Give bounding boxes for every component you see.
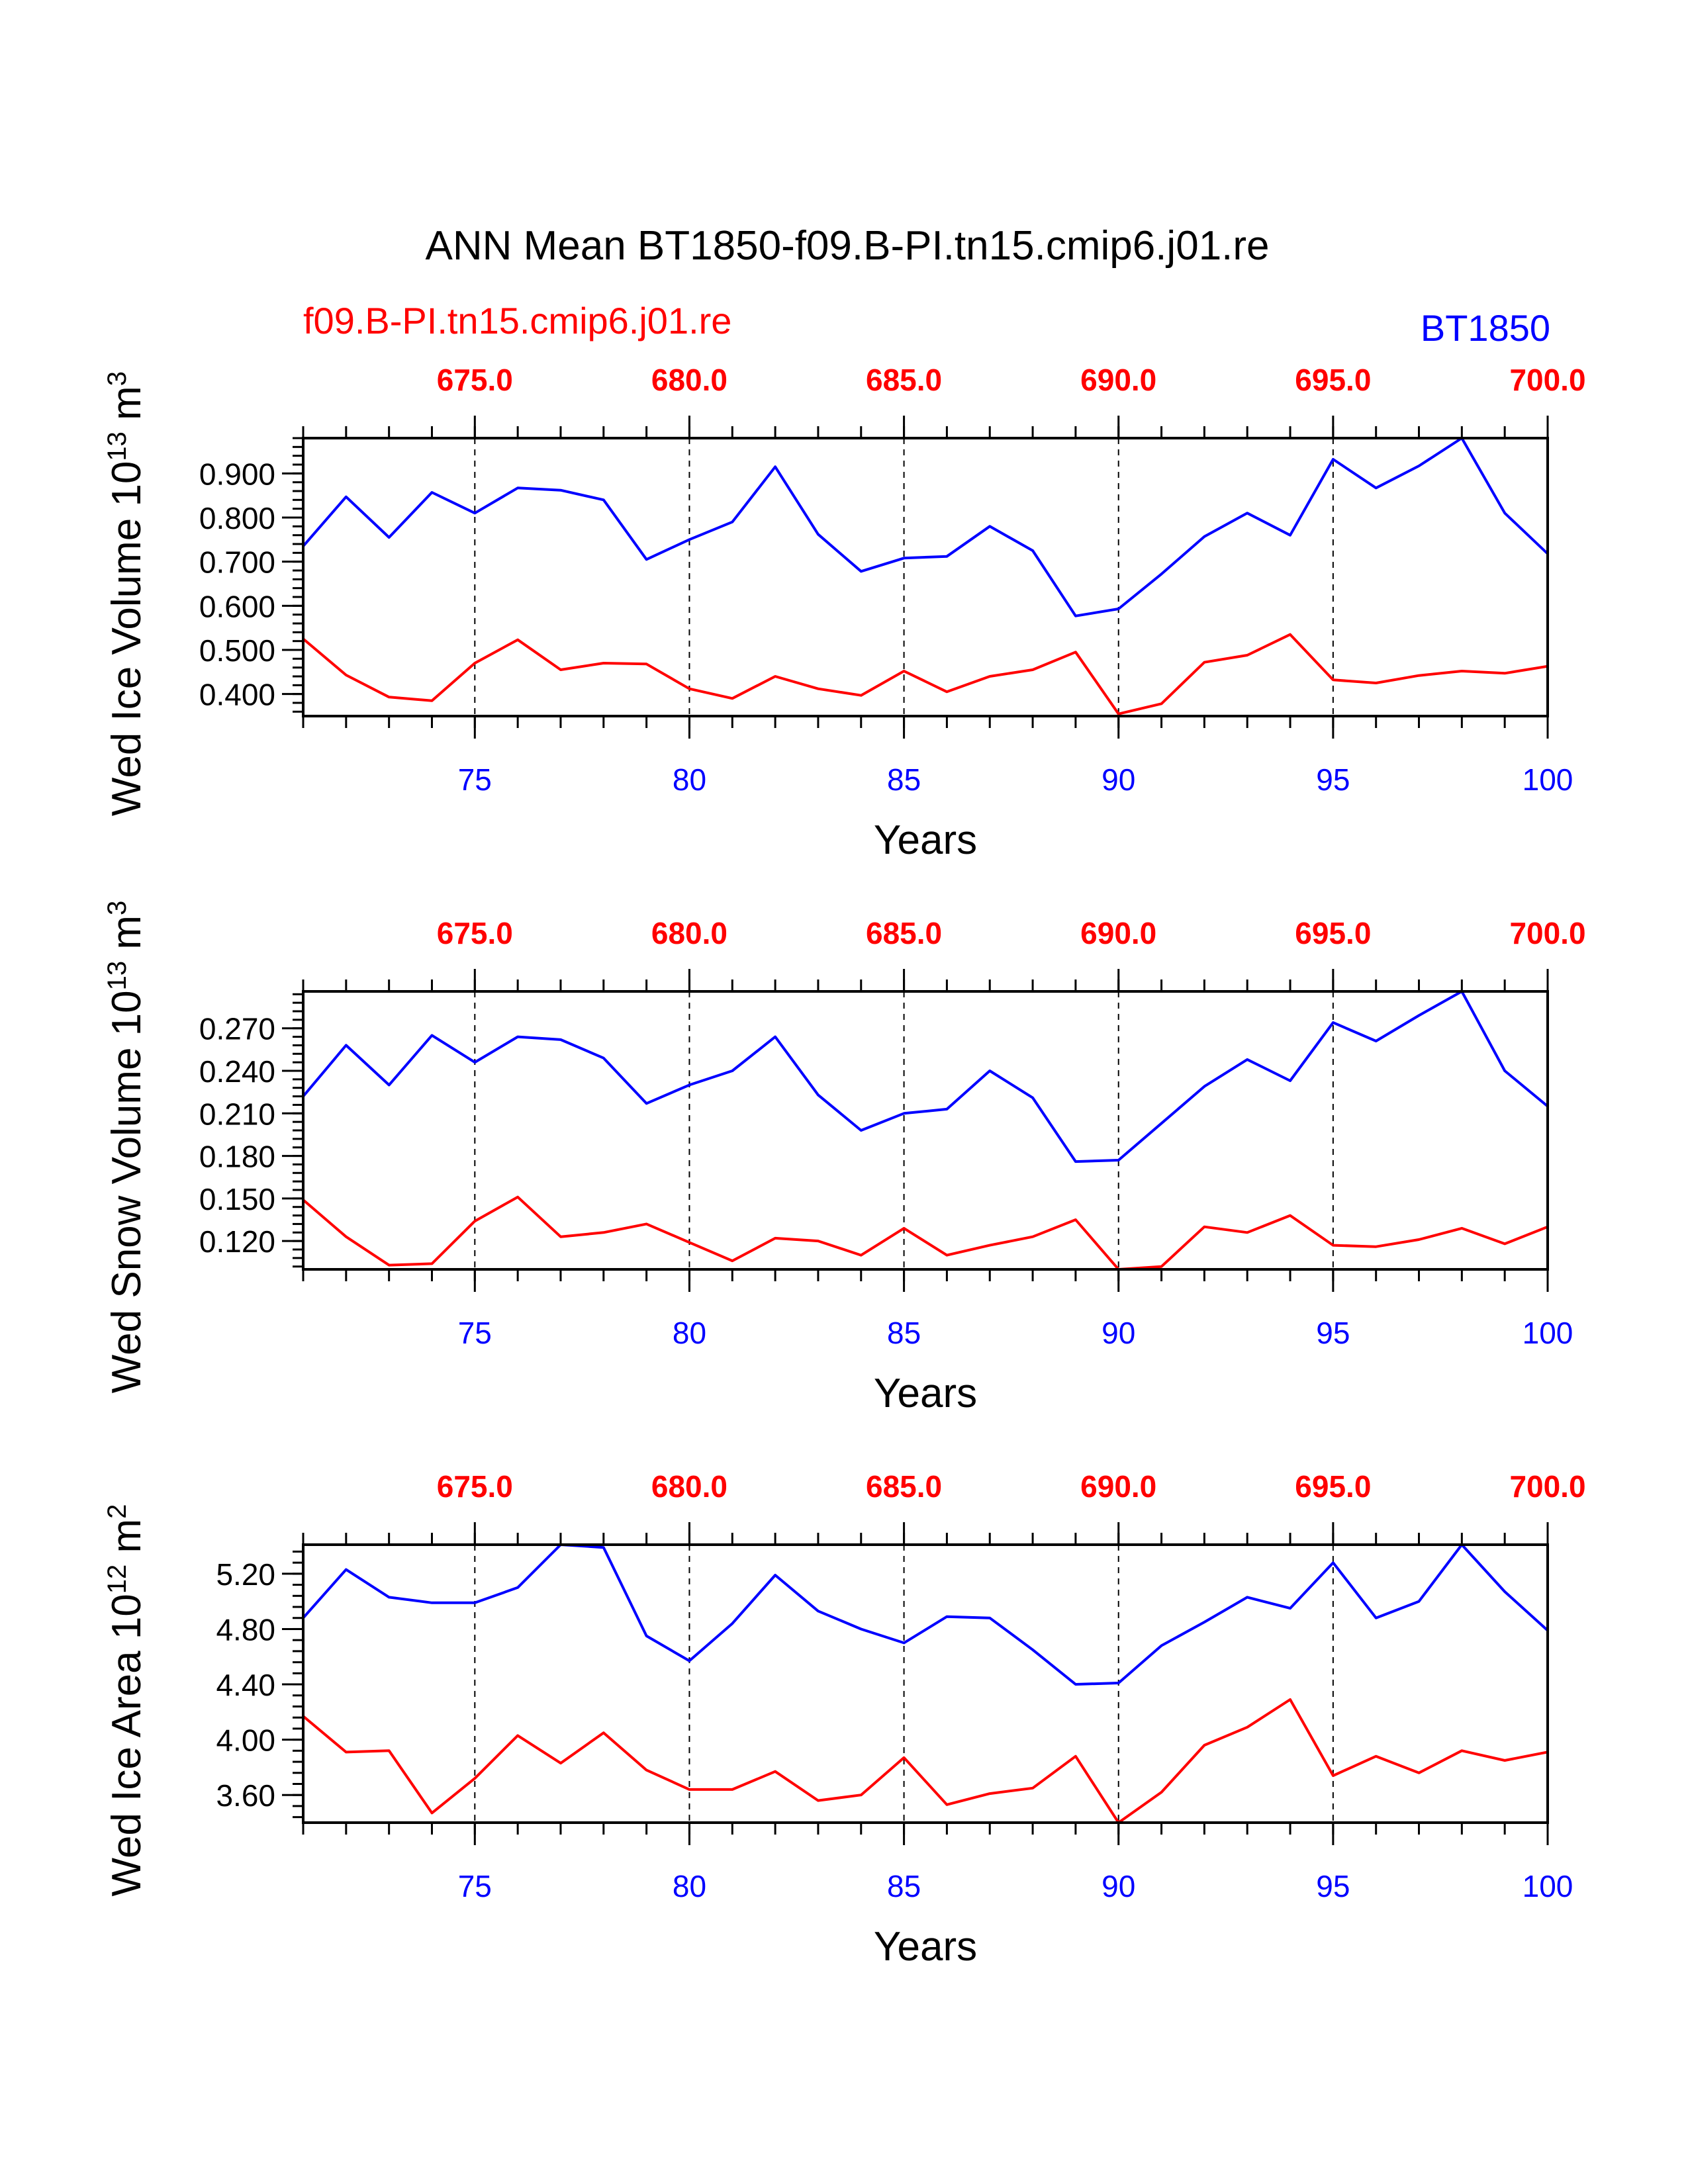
y-tick-label: 0.400 xyxy=(199,678,275,712)
x-top-tick-label: 690.0 xyxy=(1080,1469,1156,1504)
y-tick-label: 4.00 xyxy=(216,1723,275,1758)
y-axis-label-superscript: 12 xyxy=(103,1565,132,1594)
case-label-right: BT1850 xyxy=(1421,307,1550,349)
plot-frame xyxy=(302,990,1549,1271)
y-axis-label-part: m xyxy=(104,915,150,961)
y-axis-label-superscript: 13 xyxy=(103,961,132,991)
y-tick-label: 4.80 xyxy=(216,1612,275,1647)
y-axis-label-part: m xyxy=(104,1519,150,1565)
x-top-tick-label: 695.0 xyxy=(1295,916,1371,950)
y-tick-label: 0.800 xyxy=(199,501,275,535)
x-top-tick-label: 680.0 xyxy=(651,1469,727,1504)
y-tick-label: 0.180 xyxy=(199,1140,275,1174)
x-top-tick-label: 700.0 xyxy=(1509,916,1585,950)
x-top-tick-label: 685.0 xyxy=(866,363,942,397)
y-tick-label: 3.60 xyxy=(216,1778,275,1813)
series-line xyxy=(303,1195,1548,1271)
chart-panel-2: 0.120 0.150 0.180 0.210 0.240 0.270 75 80 85 90 95… xyxy=(103,901,1586,1416)
x-tick-label: 100 xyxy=(1523,1316,1573,1350)
x-tick-label: 80 xyxy=(673,1316,706,1350)
y-tick-label: 0.500 xyxy=(199,633,275,668)
x-top-tick-label: 675.0 xyxy=(437,363,513,397)
y-tick-label: 0.900 xyxy=(199,457,275,491)
y-axis-label-superscript: 3 xyxy=(103,901,132,915)
x-tick-label: 85 xyxy=(887,762,921,797)
x-tick-label: 75 xyxy=(458,1869,492,1903)
y-tick-label: 4.40 xyxy=(216,1668,275,1702)
x-tick-label: 80 xyxy=(673,1869,706,1903)
figure-title: ANN Mean BT1850-f09.B-PI.tn15.cmip6.j01.… xyxy=(425,223,1269,269)
y-tick-label: 0.120 xyxy=(199,1224,275,1259)
y-axis-label: Wed Ice Area 1012 m2 xyxy=(103,1504,150,1897)
x-tick-label: 85 xyxy=(887,1316,921,1350)
x-top-tick-label: 680.0 xyxy=(651,363,727,397)
x-tick-label: 85 xyxy=(887,1869,921,1903)
series-line xyxy=(303,437,1548,617)
x-axis-label: Years xyxy=(874,1924,977,1970)
y-axis-label-part: Wed Snow Volume 10 xyxy=(104,990,150,1393)
x-tick-label: 90 xyxy=(1102,762,1135,797)
y-tick-label: 0.150 xyxy=(199,1182,275,1216)
x-tick-label: 90 xyxy=(1102,1869,1135,1903)
y-tick-label: 0.240 xyxy=(199,1054,275,1089)
case-label-left: f09.B-PI.tn15.cmip6.j01.re xyxy=(303,300,731,341)
y-tick-label: 0.270 xyxy=(199,1012,275,1046)
y-tick-label: 5.20 xyxy=(216,1557,275,1592)
y-axis-label: Wed Snow Volume 1013 m3 xyxy=(103,901,150,1394)
series-line xyxy=(303,990,1548,1163)
x-tick-label: 95 xyxy=(1316,1869,1350,1903)
x-top-tick-label: 685.0 xyxy=(866,1469,942,1504)
x-axis-label: Years xyxy=(874,817,977,863)
x-top-tick-label: 700.0 xyxy=(1509,1469,1585,1504)
chart-panel-3: 3.60 4.00 4.40 4.80 5.20 75 80 85 90 95 100 675.0 68… xyxy=(103,1469,1586,1970)
x-top-tick-label: 690.0 xyxy=(1080,916,1156,950)
y-axis-label-part: m xyxy=(104,386,150,432)
y-axis-label-superscript: 3 xyxy=(103,371,132,386)
x-top-tick-label: 695.0 xyxy=(1295,1469,1371,1504)
x-top-tick-label: 675.0 xyxy=(437,916,513,950)
series-line xyxy=(303,1698,1548,1824)
x-tick-label: 75 xyxy=(458,762,492,797)
series-line xyxy=(303,1543,1548,1686)
x-tick-label: 100 xyxy=(1523,762,1573,797)
y-tick-label: 0.600 xyxy=(199,589,275,623)
y-axis-label-superscript: 2 xyxy=(103,1504,132,1519)
x-tick-label: 95 xyxy=(1316,1316,1350,1350)
series-line xyxy=(303,633,1548,715)
x-tick-label: 75 xyxy=(458,1316,492,1350)
x-tick-label: 90 xyxy=(1102,1316,1135,1350)
x-tick-label: 95 xyxy=(1316,762,1350,797)
chart-panel-1: 0.400 0.500 0.600 0.700 0.800 0.900 75 80 85 90 95… xyxy=(103,363,1586,863)
x-tick-label: 100 xyxy=(1523,1869,1573,1903)
y-axis-label-part: Wed Ice Volume 10 xyxy=(104,461,150,817)
x-top-tick-label: 700.0 xyxy=(1509,363,1585,397)
y-axis-label-part: Wed Ice Area 10 xyxy=(104,1594,150,1896)
x-top-tick-label: 685.0 xyxy=(866,916,942,950)
x-top-tick-label: 695.0 xyxy=(1295,363,1371,397)
x-top-tick-label: 680.0 xyxy=(651,916,727,950)
y-axis-label: Wed Ice Volume 1013 m3 xyxy=(103,371,150,816)
y-tick-label: 0.210 xyxy=(199,1097,275,1131)
x-top-tick-label: 690.0 xyxy=(1080,363,1156,397)
x-top-tick-label: 675.0 xyxy=(437,1469,513,1504)
y-axis-label-superscript: 13 xyxy=(103,432,132,461)
x-axis-label: Years xyxy=(874,1371,977,1416)
x-tick-label: 80 xyxy=(673,762,706,797)
y-tick-label: 0.700 xyxy=(199,545,275,580)
plot-frame xyxy=(302,437,1549,717)
